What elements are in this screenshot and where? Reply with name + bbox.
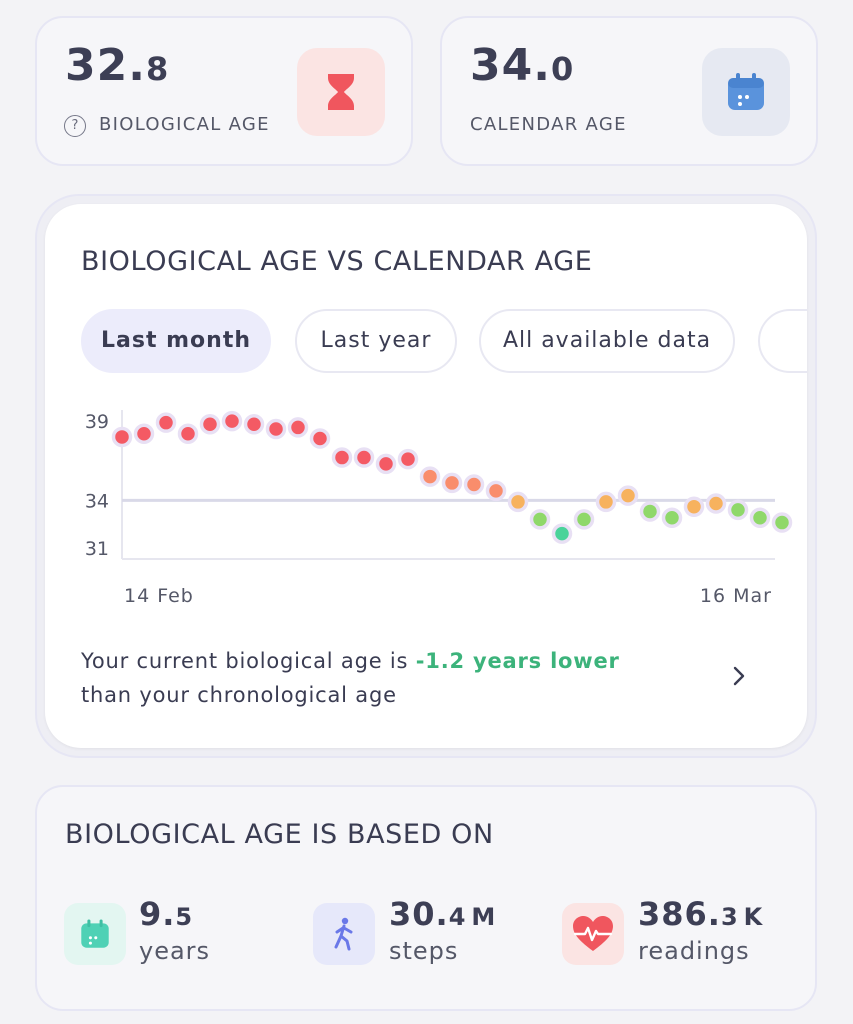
data-point[interactable] [419,466,441,487]
data-point[interactable] [441,472,463,494]
steps-value: 30.4 M [389,895,496,933]
data-point[interactable] [705,493,727,514]
x-tick-label: 16 Mar [700,585,772,607]
readings-label: readings [638,937,750,965]
data-point[interactable] [727,499,749,521]
data-point[interactable] [507,491,529,513]
data-point[interactable] [287,417,309,438]
data-point[interactable] [463,474,485,495]
age-scatter-chart: 39 34 31 14 Feb 16 Mar [85,410,793,607]
chart-title: BIOLOGICAL AGE VS CALENDAR AGE [81,246,593,277]
data-point[interactable] [177,423,199,445]
based-on-card: BIOLOGICAL AGE IS BASED ON 9.5 years 30.… [35,785,817,1011]
data-point[interactable] [155,412,177,433]
data-point[interactable] [331,447,353,468]
calendar-icon [64,903,126,965]
biological-vs-calendar-card: BIOLOGICAL AGE VS CALENDAR AGE Last mont… [45,204,807,748]
steps-label: steps [389,937,459,965]
data-point[interactable] [111,426,133,448]
help-icon[interactable]: ? [64,115,86,137]
data-point[interactable] [683,496,705,517]
calendar-age-label: CALENDAR AGE [470,114,627,135]
data-point[interactable] [309,428,331,449]
biological-age-value: 32.8 [65,40,169,91]
y-tick-label: 34 [85,490,109,512]
tab-last-month[interactable]: Last month [81,309,271,373]
y-tick-label: 39 [85,411,109,433]
data-point[interactable] [617,485,639,506]
hourglass-icon [297,48,385,136]
tab-last-year[interactable]: Last year [295,309,457,373]
data-point[interactable] [771,512,793,533]
data-point[interactable] [353,447,375,468]
biological-age-card[interactable]: 32.8 ? BIOLOGICAL AGE [35,16,413,166]
age-summary-text: Your current biological age is -1.2 year… [81,649,620,707]
age-difference-highlight: -1.2 years lower [415,649,620,673]
walking-icon [313,903,375,965]
x-tick-label: 14 Feb [124,585,194,607]
data-point[interactable] [749,507,771,529]
data-point[interactable] [529,509,551,530]
data-point[interactable] [595,491,617,513]
data-point[interactable] [265,418,287,440]
tab-all-available-data[interactable]: All available data [479,309,735,373]
data-point[interactable] [221,410,243,432]
biological-age-label: BIOLOGICAL AGE [99,114,270,135]
data-point[interactable] [397,448,419,470]
data-point[interactable] [375,453,397,475]
years-value: 9.5 [139,895,193,933]
chevron-right-icon[interactable] [727,664,751,688]
calendar-age-value: 34.0 [470,40,574,91]
data-point[interactable] [639,501,661,522]
data-point[interactable] [243,414,265,435]
y-tick-label: 31 [85,538,109,560]
data-point[interactable] [661,507,683,529]
tab-more[interactable] [758,309,807,373]
years-label: years [139,937,211,965]
data-point[interactable] [199,414,221,435]
data-point[interactable] [133,423,155,445]
based-on-title: BIOLOGICAL AGE IS BASED ON [65,819,494,850]
heart-rate-icon [562,903,624,965]
calendar-age-card[interactable]: 34.0 CALENDAR AGE [440,16,818,166]
data-point[interactable] [551,523,573,544]
calendar-icon [702,48,790,136]
readings-value: 386.3 K [638,895,763,933]
data-point[interactable] [573,509,595,530]
data-point[interactable] [485,480,507,502]
